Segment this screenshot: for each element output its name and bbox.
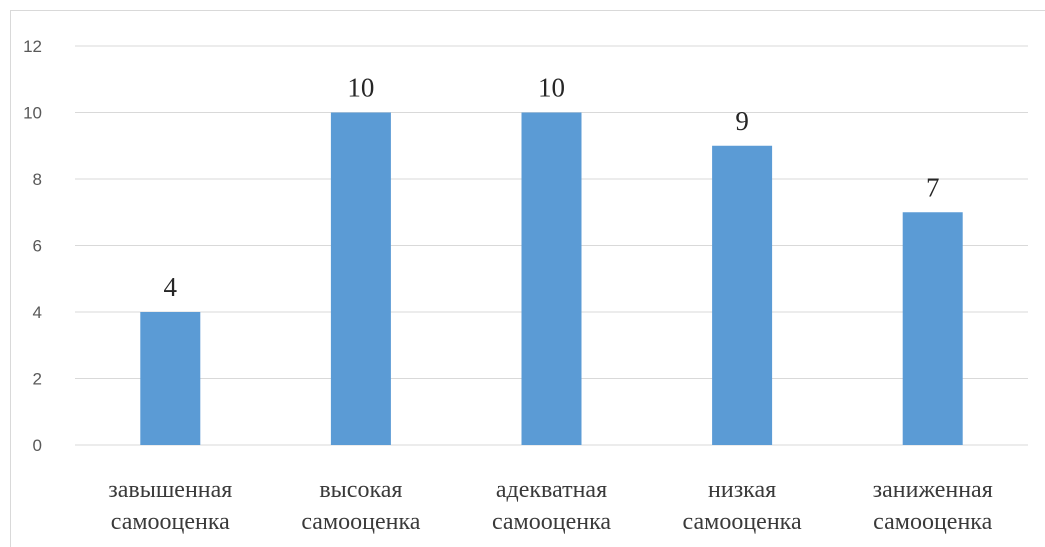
y-tick-label-2: 2 [33, 370, 42, 389]
bar-4 [712, 145, 773, 445]
y-tick-label-0: 0 [33, 436, 42, 455]
y-tick-label-4: 4 [33, 303, 42, 322]
data-label-5: 7 [926, 172, 940, 202]
bar-3 [521, 112, 582, 445]
bar-1 [140, 312, 201, 445]
y-tick-label-10: 10 [23, 104, 42, 123]
x-category-label-1-line-1: завышенная [108, 477, 232, 503]
x-category-label-5-line-1: заниженная [873, 477, 993, 503]
y-tick-label-8: 8 [33, 170, 42, 189]
chart-frame [10, 10, 1045, 547]
x-category-label-3-line-1: адекватная [496, 477, 607, 503]
data-label-4: 9 [735, 106, 749, 136]
data-label-1: 4 [164, 272, 178, 302]
bar-5 [902, 212, 963, 445]
x-category-label-1-line-2: самооценка [111, 509, 230, 535]
x-category-label-5-line-2: самооценка [873, 509, 992, 535]
x-category-label-3-line-2: самооценка [492, 509, 611, 535]
x-category-label-4-line-2: самооценка [683, 509, 802, 535]
bar-2 [330, 112, 391, 445]
x-category-label-4-line-1: низкая [708, 477, 776, 503]
data-label-3: 10 [538, 73, 565, 103]
data-label-2: 10 [347, 73, 374, 103]
y-tick-label-12: 12 [23, 37, 42, 56]
x-category-label-2-line-2: самооценка [301, 509, 420, 535]
x-category-label-2-line-1: высокая [319, 477, 402, 503]
y-tick-label-6: 6 [33, 237, 42, 256]
